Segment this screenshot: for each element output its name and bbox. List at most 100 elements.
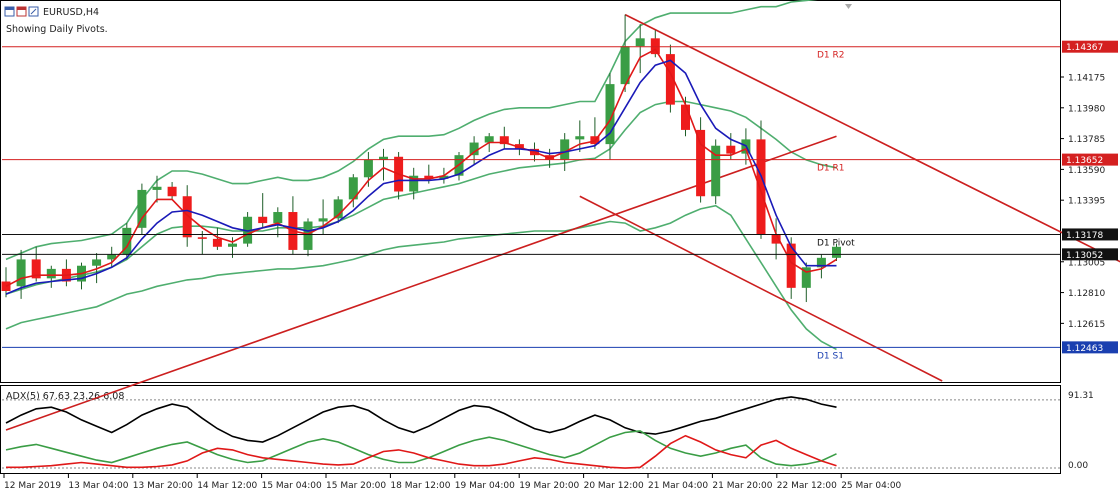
candle-body bbox=[258, 216, 268, 224]
x-tick-label: 21 Mar 20:00 bbox=[712, 481, 772, 491]
candle bbox=[46, 265, 56, 288]
candle bbox=[288, 196, 298, 255]
pivot-price-badge bbox=[1062, 153, 1118, 166]
y-tick-label: 1.13590 bbox=[1068, 166, 1105, 176]
candle-body bbox=[379, 156, 388, 160]
adx-pane bbox=[0, 385, 1061, 474]
candle-body bbox=[424, 175, 434, 179]
candle bbox=[122, 223, 132, 260]
adx-line bbox=[5, 396, 837, 443]
x-tick-label: 21 Mar 04:00 bbox=[648, 481, 708, 491]
candle-body bbox=[711, 145, 721, 197]
candle bbox=[409, 167, 419, 200]
candle bbox=[61, 259, 71, 287]
x-tick-label: 25 Mar 04:00 bbox=[841, 481, 901, 491]
candle bbox=[801, 262, 811, 303]
candle-body bbox=[107, 254, 117, 260]
chart-icon[interactable] bbox=[28, 6, 39, 17]
ma-slow-line bbox=[5, 59, 837, 295]
pivot-price-badge bbox=[1062, 248, 1118, 261]
candle bbox=[348, 174, 358, 208]
y-tick-label: 1.13395 bbox=[1068, 197, 1105, 207]
candle bbox=[16, 249, 26, 299]
candle bbox=[152, 175, 162, 203]
pivot-note: Showing Daily Pivots. bbox=[6, 24, 108, 35]
candle-body bbox=[681, 104, 690, 130]
candle-body bbox=[439, 175, 449, 179]
candle bbox=[771, 218, 781, 260]
candle bbox=[590, 117, 600, 149]
candle-body bbox=[182, 196, 192, 238]
x-tick-label: 19 Mar 04:00 bbox=[455, 481, 515, 491]
candle-body bbox=[635, 38, 645, 47]
candle-body bbox=[197, 237, 207, 239]
candle-body bbox=[122, 227, 132, 255]
candle-body bbox=[801, 267, 811, 288]
candle bbox=[107, 246, 117, 268]
adx-label: ADX(5) 67.63 23.26 6.08 bbox=[6, 391, 124, 402]
pivot-name-label: D1 R1 bbox=[817, 164, 845, 174]
candle-body bbox=[605, 84, 615, 145]
calendar-icon[interactable] bbox=[16, 6, 27, 17]
main-pane bbox=[0, 0, 1061, 383]
candle bbox=[756, 120, 766, 239]
candle-body bbox=[620, 46, 630, 85]
pivot-price-label: 1.14367 bbox=[1066, 43, 1103, 53]
candle-body bbox=[16, 259, 26, 287]
x-tick-label: 20 Mar 12:00 bbox=[584, 481, 644, 491]
candle bbox=[575, 120, 585, 153]
chart-shift-marker[interactable] bbox=[845, 4, 852, 9]
candle-body bbox=[303, 221, 313, 250]
candle bbox=[605, 73, 615, 160]
x-tick-label: 22 Mar 12:00 bbox=[777, 481, 837, 491]
y-tick-label: 1.12615 bbox=[1068, 320, 1105, 330]
pivot-price-badge bbox=[1062, 228, 1118, 241]
adx-tick-top: 91.31 bbox=[1068, 391, 1094, 401]
candle bbox=[665, 44, 675, 113]
adx-tick-bottom: 0.00 bbox=[1068, 461, 1088, 471]
trendline-3[interactable] bbox=[579, 195, 943, 382]
candle-body bbox=[31, 259, 41, 279]
candle-body bbox=[46, 268, 56, 279]
candle-body bbox=[469, 142, 479, 156]
bollinger-upper bbox=[5, 0, 818, 261]
candle-body bbox=[665, 54, 675, 105]
candle-body bbox=[786, 243, 796, 288]
candle-body bbox=[92, 259, 102, 266]
pivot-price-label: 1.13652 bbox=[1066, 156, 1103, 166]
x-tick-label: 13 Mar 04:00 bbox=[68, 481, 128, 491]
x-tick-label: 18 Mar 12:00 bbox=[390, 481, 450, 491]
di-minus-line bbox=[6, 434, 837, 469]
pivot-price-label: 1.13178 bbox=[1066, 231, 1103, 241]
candle-body bbox=[832, 246, 841, 258]
candle-body bbox=[273, 212, 283, 224]
candle-body bbox=[816, 257, 826, 268]
candle bbox=[379, 148, 388, 181]
candle bbox=[77, 262, 86, 290]
symbol-title: EURUSD,H4 bbox=[43, 7, 99, 18]
candle bbox=[499, 126, 509, 149]
y-tick-label: 1.12810 bbox=[1068, 289, 1105, 299]
candle-body bbox=[771, 234, 781, 244]
candle-body bbox=[726, 145, 736, 154]
candle bbox=[303, 218, 313, 257]
candle-body bbox=[363, 159, 373, 178]
candle-body bbox=[756, 139, 766, 235]
candle-body bbox=[575, 136, 585, 140]
candle bbox=[711, 139, 721, 205]
candle-body bbox=[212, 238, 222, 247]
bollinger-mid bbox=[5, 100, 837, 295]
candle bbox=[333, 196, 343, 224]
y-tick-label: 1.13785 bbox=[1068, 135, 1105, 145]
bollinger-lower bbox=[5, 204, 837, 351]
pivot-price-badge bbox=[1062, 40, 1118, 53]
candle-body bbox=[499, 136, 509, 145]
candle-body bbox=[560, 139, 570, 160]
y-tick-label: 1.14175 bbox=[1068, 74, 1105, 84]
candle bbox=[816, 254, 826, 279]
candle bbox=[212, 227, 222, 250]
candle bbox=[620, 14, 630, 93]
candle-body bbox=[696, 129, 706, 197]
window-icon[interactable] bbox=[4, 6, 15, 17]
candle bbox=[167, 182, 177, 200]
